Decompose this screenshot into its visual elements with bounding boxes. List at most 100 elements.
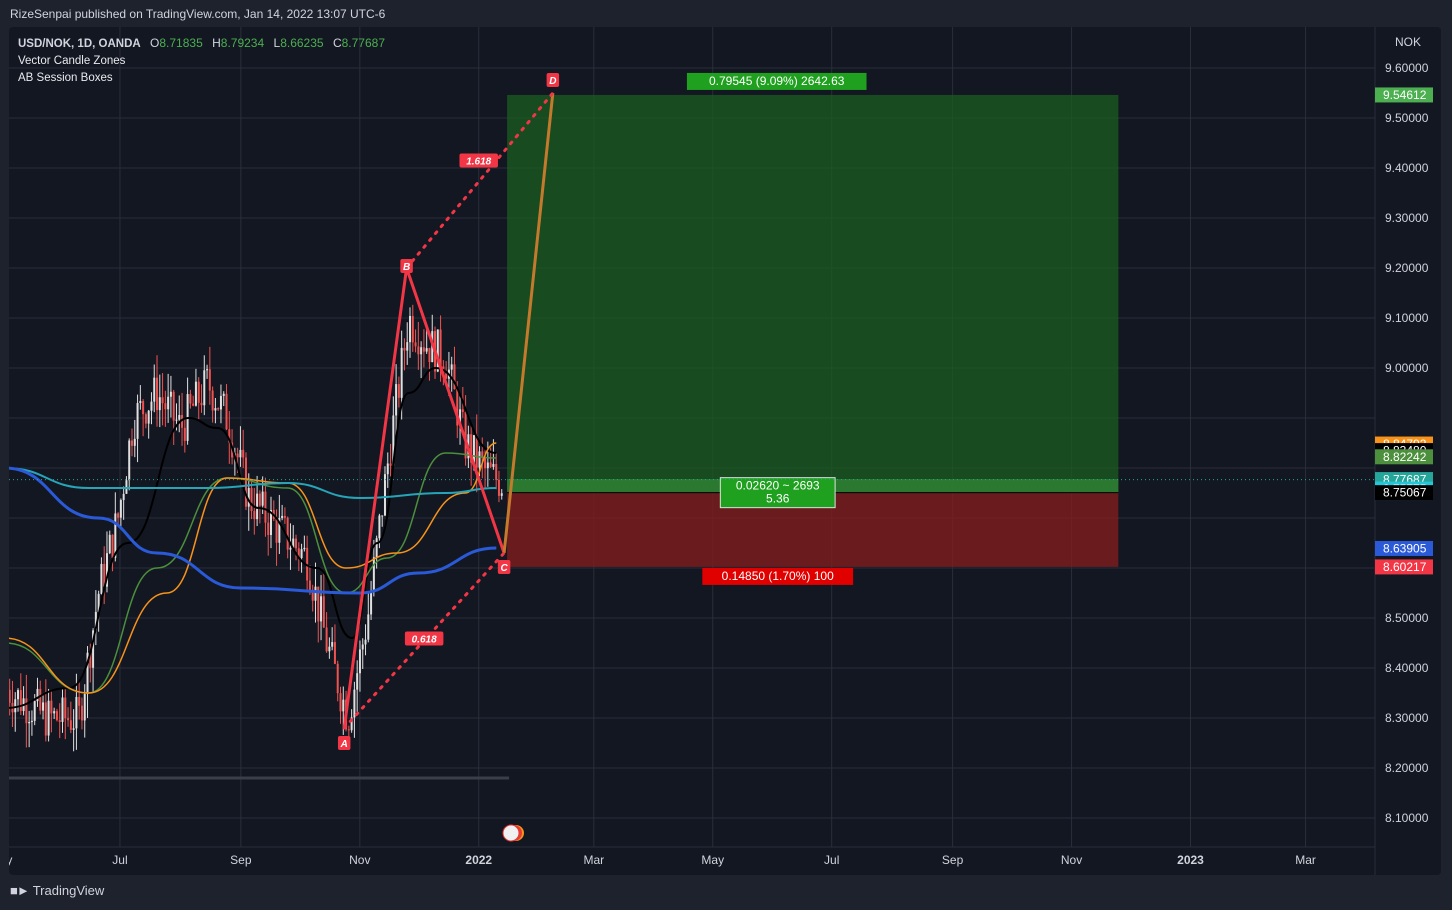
candle-body [395, 384, 398, 416]
candle-body [53, 711, 56, 714]
pattern-point-A-bg [337, 736, 351, 750]
candle-body [9, 689, 11, 703]
pattern-point-D: D [549, 76, 556, 87]
candle-body [200, 402, 203, 406]
candle-body [83, 694, 86, 721]
candle-body [261, 491, 264, 506]
price-label: 8.82242 [1383, 450, 1427, 464]
candle-body [72, 728, 75, 730]
candle-body [167, 396, 170, 410]
candle-body [350, 717, 353, 731]
moving-average-blue [9, 466, 497, 595]
symbol-label[interactable]: USD/NOK, 1D, OANDA [18, 38, 141, 50]
candle-body [275, 518, 278, 543]
candle-body [336, 663, 339, 694]
candle-body [14, 699, 17, 713]
fib-label-1618: 1.618 [466, 157, 491, 168]
candle-body [320, 596, 323, 622]
profit-zone [507, 94, 1119, 493]
candle-body [67, 718, 70, 721]
candle-body [108, 534, 111, 554]
price-label-bg [1375, 559, 1433, 575]
position-stop-label-bg [702, 567, 854, 585]
y-tick-label: 8.20000 [1385, 761, 1429, 775]
pattern-point-B-bg [400, 259, 413, 273]
candle-body [464, 411, 467, 459]
candle-body [139, 401, 142, 404]
candle-body [144, 414, 147, 424]
candle-body [239, 449, 242, 458]
candle-body [283, 515, 286, 518]
candle-body [69, 720, 72, 730]
x-tick-label: 2023 [1177, 853, 1204, 867]
price-label: 8.60217 [1383, 560, 1427, 574]
candle-body [208, 369, 211, 391]
candle-body [128, 440, 131, 481]
candle-body [289, 547, 292, 550]
low-key: L [273, 36, 281, 50]
candle-body [150, 401, 153, 411]
pattern-point-C-bg [497, 560, 511, 574]
candle-body [172, 391, 175, 421]
candle-body [303, 547, 306, 550]
chart-area[interactable]: A B C D 0.618 1.618 0.79545 (9.09%) 2642.63 0.0… [9, 27, 1441, 875]
candle-body [347, 729, 350, 731]
candle-body [300, 549, 303, 559]
candle-body [250, 488, 253, 512]
candle-body [183, 427, 186, 441]
candle-body [214, 408, 217, 411]
price-label: 8.63905 [1383, 541, 1427, 555]
y-tick-label: 8.40000 [1385, 661, 1429, 675]
candle-body [236, 453, 239, 458]
candle-body [80, 705, 83, 721]
y-tick-label: 8.30000 [1385, 711, 1429, 725]
position-center-label-bg [719, 477, 836, 509]
close-value: 8.77687 [341, 36, 385, 50]
price-chart[interactable]: A B C D 0.618 1.618 0.79545 (9.09%) 2642.63 0.0… [9, 27, 1441, 875]
pattern-point-C: C [500, 563, 508, 574]
tradingview-branding[interactable]: ■► TradingView [10, 883, 104, 898]
candle-body [225, 393, 228, 430]
candle-body [105, 553, 108, 587]
candle-body [461, 409, 464, 412]
tradingview-logo-icon: ■► [10, 883, 30, 898]
candle-body [417, 346, 420, 355]
candle-body [178, 415, 181, 420]
candle-body [192, 403, 195, 406]
harmonic-cd-line [502, 92, 555, 554]
candle-body [55, 711, 58, 721]
pattern-point-D-bg [546, 73, 560, 87]
indicator-vector-candle-zones[interactable]: Vector Candle Zones [18, 55, 126, 67]
y-tick-label: 9.40000 [1385, 161, 1429, 175]
x-tick-label: Nov [1061, 853, 1082, 867]
candle-body [317, 586, 320, 622]
candle-body [370, 591, 373, 615]
fib-label-0618: 0.618 [412, 635, 437, 646]
candle-body [381, 515, 384, 517]
candle-body [409, 316, 411, 343]
candle-body [281, 515, 284, 519]
candle-body [397, 384, 400, 398]
candle-body [181, 415, 184, 428]
x-tick-label: Jul [112, 853, 127, 867]
candle-body [328, 646, 331, 652]
candle-body [61, 697, 64, 722]
candle-body [325, 627, 328, 652]
candle-body [456, 389, 459, 426]
candle-body [211, 390, 214, 411]
candle-body [242, 449, 245, 458]
indicator-ab-session-boxes[interactable]: AB Session Boxes [18, 72, 113, 84]
candle-body [367, 614, 370, 640]
candle-body [142, 401, 145, 415]
candle-body [445, 373, 448, 379]
price-label-bg [1375, 540, 1433, 556]
price-label: 8.75067 [1383, 486, 1427, 500]
close-key: C [332, 36, 342, 50]
candle-body [244, 457, 247, 507]
candle-body [153, 377, 156, 402]
candle-body [133, 438, 136, 446]
moving-average-green [9, 452, 497, 694]
candle-body [30, 720, 33, 723]
candle-body [475, 435, 478, 468]
candle-body [331, 642, 334, 647]
